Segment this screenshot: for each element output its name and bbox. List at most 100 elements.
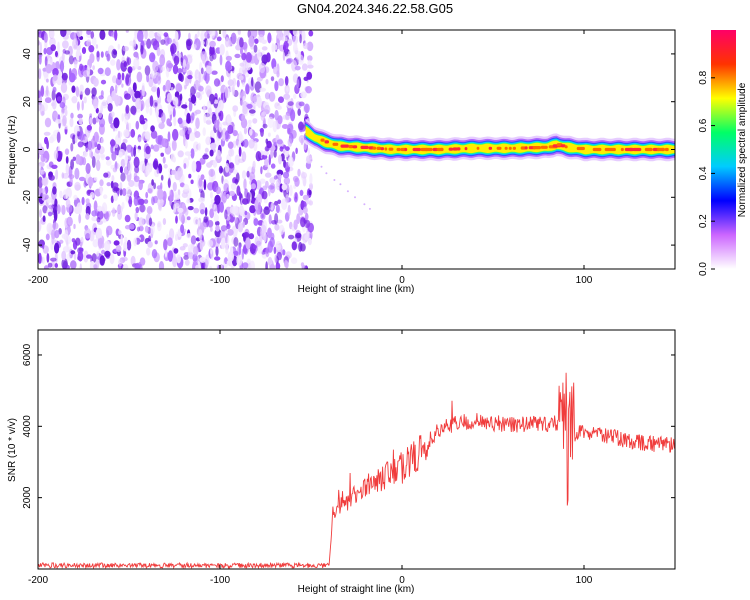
tone-hotspot — [448, 147, 454, 151]
noise-blob — [287, 101, 294, 106]
noise-blob — [209, 191, 213, 199]
noise-blob — [239, 205, 244, 217]
tone-hotspot — [404, 147, 408, 152]
x-tick-label: -200 — [28, 275, 48, 286]
colorbar-tick-label: 0.0 — [698, 262, 709, 276]
noise-blob — [291, 241, 297, 251]
noise-blob — [50, 44, 56, 52]
x-tick-label: -100 — [210, 275, 230, 286]
noise-blob — [305, 86, 312, 94]
noise-blob — [195, 160, 202, 173]
noise-blob — [293, 219, 298, 230]
noise-blob — [75, 154, 81, 165]
noise-blob — [176, 254, 181, 264]
noise-blob — [199, 257, 204, 262]
noise-blob — [77, 113, 83, 119]
noise-blob — [169, 194, 172, 207]
noise-blob — [230, 246, 234, 255]
noise-blob — [199, 157, 206, 165]
noise-blob — [164, 145, 172, 155]
noise-blob — [61, 250, 67, 261]
noise-blob — [92, 117, 97, 125]
noise-blob — [209, 208, 215, 219]
noise-blob — [133, 146, 136, 157]
noise-blob — [221, 237, 226, 250]
noise-blob — [158, 205, 162, 211]
noise-blob — [86, 124, 92, 131]
noise-blob — [74, 167, 80, 180]
noise-blob — [294, 177, 300, 187]
noise-blob — [120, 158, 126, 168]
noise-blob — [144, 65, 151, 76]
noise-blob — [241, 82, 246, 88]
colorbar-tick-label: 0.6 — [698, 118, 709, 132]
noise-blob — [218, 122, 223, 133]
noise-blob — [38, 220, 42, 233]
noise-blob — [282, 52, 286, 61]
noise-blob — [200, 32, 204, 41]
noise-blob — [267, 116, 274, 128]
noise-blob — [72, 134, 76, 145]
noise-blob — [198, 197, 206, 203]
scatter-dot — [354, 196, 356, 199]
noise-blob — [122, 46, 129, 52]
noise-blob — [250, 183, 256, 190]
noise-blob — [62, 115, 67, 127]
noise-blob — [126, 57, 132, 65]
snr-panel: -200 -100 0 100 2000 4000 6000 Height of stra… — [7, 329, 676, 595]
noise-blob — [167, 62, 174, 69]
noise-blob — [177, 68, 183, 74]
noise-blob — [200, 209, 205, 215]
noise-blob — [264, 158, 269, 168]
noise-blob — [56, 131, 61, 143]
noise-blob — [187, 244, 194, 253]
noise-blob — [267, 32, 272, 44]
noise-blob — [45, 85, 49, 97]
noise-blob — [237, 30, 241, 35]
noise-blob — [285, 194, 289, 204]
tone-hotspot — [488, 146, 493, 150]
noise-blob — [135, 206, 140, 214]
noise-blob — [71, 85, 76, 93]
noise-blob — [55, 50, 58, 58]
noise-blob — [229, 190, 235, 197]
noise-blob — [71, 238, 76, 243]
noise-blob — [79, 130, 84, 142]
noise-blob — [254, 199, 259, 211]
noise-blob — [115, 77, 122, 86]
noise-blob — [111, 48, 118, 59]
noise-blob — [61, 106, 65, 115]
noise-blob — [186, 112, 191, 124]
noise-blob — [96, 205, 103, 212]
noise-blob — [274, 213, 279, 225]
noise-blob — [167, 250, 174, 262]
noise-blob — [134, 263, 141, 269]
spectrogram-heatmap — [38, 30, 675, 269]
noise-blob — [246, 103, 253, 109]
noise-blob — [170, 43, 177, 55]
noise-blob — [156, 220, 162, 232]
noise-blob — [99, 255, 106, 266]
noise-blob — [117, 72, 121, 80]
noise-blob — [296, 78, 300, 89]
noise-blob — [101, 100, 108, 109]
noise-blob — [104, 67, 111, 77]
noise-blob — [114, 30, 118, 41]
noise-blob — [184, 259, 190, 266]
noise-blob — [141, 85, 145, 97]
noise-blob — [220, 92, 224, 101]
noise-blob — [226, 236, 230, 246]
noise-blob — [96, 143, 101, 151]
noise-blob — [273, 175, 278, 180]
scatter-dot — [320, 165, 323, 168]
noise-blob — [298, 135, 306, 144]
noise-blob — [230, 182, 237, 191]
noise-blob — [172, 181, 177, 192]
noise-blob — [190, 148, 195, 159]
noise-blob — [289, 184, 293, 197]
noise-blob — [148, 30, 155, 39]
noise-blob — [38, 54, 42, 65]
tone-hotspot — [380, 147, 385, 151]
noise-blob — [186, 216, 191, 221]
noise-blob — [276, 219, 283, 224]
